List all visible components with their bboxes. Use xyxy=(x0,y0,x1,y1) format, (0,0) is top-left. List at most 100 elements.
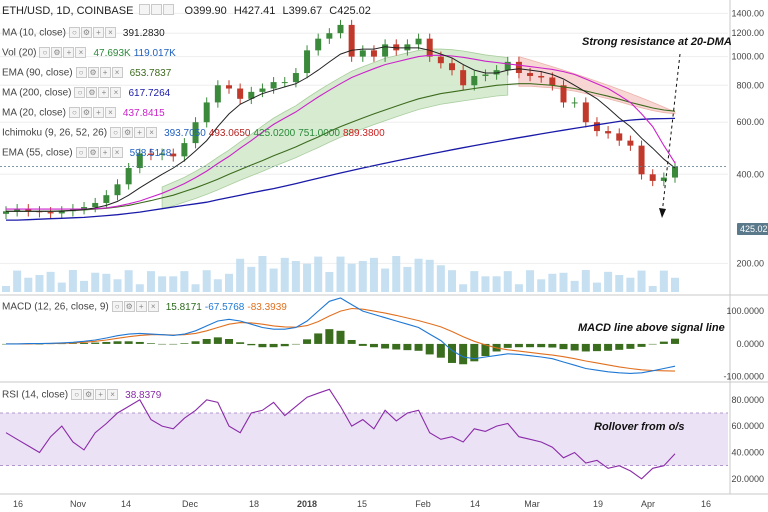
macd-axis-label: 0.0000 xyxy=(736,339,764,349)
ohlc-high: H427.41 xyxy=(233,4,276,17)
legend-controls[interactable]: ○ ⚙ + × xyxy=(68,106,117,120)
candle-body xyxy=(147,153,154,155)
macd-histogram-bar xyxy=(225,339,233,344)
volume-bar xyxy=(481,276,490,292)
macd-histogram-bar xyxy=(325,329,334,344)
volume-bar xyxy=(13,270,22,292)
price-axis-label: 400.00 xyxy=(736,169,764,179)
legend-controls[interactable]: ○ ⚙ + × xyxy=(75,146,124,160)
legend-name: MACD (12, 26, close, 9) xyxy=(2,301,109,313)
legend-controls[interactable]: ○ ⚙ + × xyxy=(74,86,122,100)
candle-body xyxy=(136,153,143,169)
volume-bar xyxy=(592,282,601,292)
volume-bar xyxy=(615,275,624,292)
legend-value: 391.2830 xyxy=(122,27,165,39)
candle-body xyxy=(114,184,121,196)
price-pane xyxy=(0,19,728,292)
header-controls[interactable] xyxy=(139,4,175,18)
macd-histogram-bar xyxy=(269,343,278,348)
legend-name: Vol (20) xyxy=(2,47,37,59)
resistance-arrow xyxy=(661,53,681,215)
candle-body xyxy=(370,50,377,57)
symbol-header: ETH/USD, 1D, COINBASE O399.90 H427.41 L3… xyxy=(2,4,371,18)
candle-body xyxy=(292,73,299,83)
legend-controls[interactable]: ○ ⚙ + × xyxy=(110,126,158,140)
price-axis-label: 600.00 xyxy=(736,117,764,127)
volume-bar xyxy=(503,271,512,292)
legend-name: EMA (55, close) xyxy=(2,147,73,159)
macd-histogram-bar xyxy=(514,343,523,348)
macd-histogram-bar xyxy=(459,343,468,365)
macd-histogram-bar xyxy=(213,337,222,344)
candle-body xyxy=(237,88,244,99)
volume-bar xyxy=(80,280,89,292)
x-axis-label: Feb xyxy=(415,499,431,509)
volume-bar xyxy=(436,265,445,292)
volume-bar xyxy=(414,258,423,292)
volume-bar xyxy=(91,272,100,292)
macd-histogram-bar xyxy=(481,343,490,357)
volume-bar xyxy=(548,273,557,292)
macd-histogram-bar xyxy=(436,343,445,358)
x-axis-label: 19 xyxy=(593,499,603,509)
legend-name: RSI (14, close) xyxy=(2,389,69,401)
rsi-band xyxy=(0,412,728,466)
candle-body xyxy=(672,166,678,178)
macd-histogram-bar xyxy=(135,341,144,344)
volume-bar xyxy=(369,257,378,292)
volume-bar xyxy=(258,256,267,292)
arrow-head xyxy=(659,208,666,218)
volume-bar xyxy=(169,276,178,292)
legend-3: MA (200, close) ○ ⚙ + × 617.7264 xyxy=(2,86,170,101)
volume-bar xyxy=(581,270,590,292)
candle-body xyxy=(638,145,645,175)
volume-bar xyxy=(269,268,278,292)
macd-histogram-bar xyxy=(559,343,568,350)
candle-body xyxy=(359,50,366,57)
legend-controls[interactable]: ○ ⚙ + × xyxy=(75,66,124,80)
price-axis-label: 1400.00 xyxy=(731,8,764,18)
macd-histogram-bar xyxy=(615,343,624,350)
x-axis-label: 18 xyxy=(249,499,259,509)
candle-body xyxy=(660,177,667,181)
volume-bar xyxy=(213,279,222,292)
macd-histogram-bar xyxy=(236,342,245,344)
candle-body xyxy=(415,38,422,45)
legend-controls[interactable]: ○ ⚙ + × xyxy=(71,388,119,402)
volume-bar xyxy=(314,256,323,292)
rsi-pane xyxy=(0,388,728,480)
volume-bar xyxy=(648,285,657,292)
volume-bar xyxy=(180,271,189,292)
legend-rsi: RSI (14, close) ○ ⚙ + × 38.8379 xyxy=(2,388,161,403)
volume-bar xyxy=(303,263,312,292)
volume-bar xyxy=(637,270,646,292)
volume-bar xyxy=(124,270,133,292)
legend-controls[interactable]: ○ ⚙ + × xyxy=(39,46,87,60)
macd-histogram-bar xyxy=(403,343,412,351)
ohlc-open: O399.90 xyxy=(184,4,227,17)
candle-body xyxy=(493,70,500,75)
legend-value: 653.7837 xyxy=(129,67,172,79)
legend-controls[interactable]: ○ ⚙ + × xyxy=(68,26,117,40)
candle-body xyxy=(527,73,534,76)
volume-bar xyxy=(604,271,613,292)
macd-histogram-bar xyxy=(592,343,601,352)
volume-bar xyxy=(325,271,334,292)
price-axis-label: 800.00 xyxy=(736,80,764,90)
macd-signal-line xyxy=(6,307,676,372)
legend-controls[interactable]: ○ ⚙ + × xyxy=(111,300,160,314)
annotation-rsi: Rollover from o/s xyxy=(594,421,685,433)
volume-bar xyxy=(392,256,401,292)
legend-value: 425.0200 xyxy=(253,127,296,139)
volume-bar xyxy=(135,284,144,292)
volume-bar xyxy=(68,270,77,292)
x-axis-label: 16 xyxy=(701,499,711,509)
macd-histogram-bar xyxy=(258,343,267,348)
volume-bar xyxy=(358,260,367,292)
macd-histogram-bar xyxy=(659,341,668,344)
macd-histogram-bar xyxy=(180,343,189,344)
macd-histogram-bar xyxy=(526,343,535,348)
legend-value: 751.0000 xyxy=(298,127,340,139)
candle-body xyxy=(616,133,623,141)
